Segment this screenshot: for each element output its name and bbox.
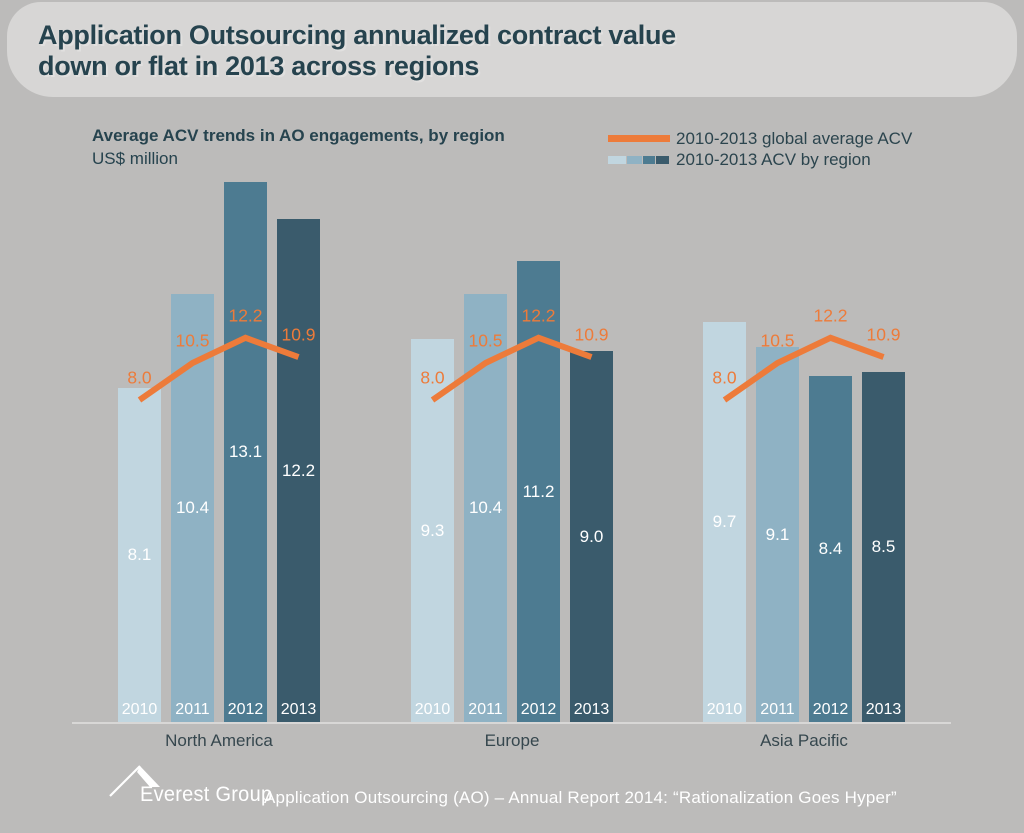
line-value-label: 10.5 — [760, 330, 795, 351]
chart-unit-label: US$ million — [92, 149, 178, 168]
legend-line-swatch-icon — [608, 135, 670, 142]
legend: 2010-2013 global average ACV 2010-2013 A… — [608, 128, 912, 170]
legend-label-acv-by-region: 2010-2013 ACV by region — [676, 149, 871, 169]
bar-year-label: 2011 — [468, 701, 503, 718]
bar-year-label: 2013 — [573, 701, 610, 718]
bar-value-label: 8.4 — [818, 539, 843, 558]
bar-year-label: 2013 — [865, 701, 902, 718]
bar-year-label: 2013 — [280, 701, 317, 718]
page-title-line-1: Application Outsourcing annualized contr… — [38, 20, 676, 50]
bar-value-label: 12.2 — [281, 460, 316, 480]
legend-bar-segment — [656, 155, 669, 164]
bar-value-label: 10.4 — [468, 498, 503, 517]
legend-row-acv-by-region: 2010-2013 ACV by region — [608, 149, 912, 170]
bar-year-label: 2012 — [227, 701, 264, 718]
bar-value-label: 9.7 — [712, 512, 737, 531]
line-value-label: 10.5 — [175, 330, 210, 351]
bar-value-label: 8.1 — [127, 545, 152, 564]
bar-value-label: 13.1 — [228, 442, 263, 461]
bar-value-label: 9.1 — [765, 524, 790, 544]
bar-europe-2011: 10.4 2011 — [464, 294, 507, 722]
bar-asia-pacific-2011: 9.1 2011 — [756, 347, 799, 722]
legend-bar-segment — [627, 155, 642, 164]
title-banner: Application Outsourcing annualized contr… — [7, 2, 1017, 97]
bar-year-label: 2010 — [414, 701, 451, 718]
bar-year-label: 2010 — [706, 701, 743, 718]
region-label: Asia Pacific — [760, 731, 848, 750]
legend-bar-segment — [608, 155, 626, 164]
bar-value-label: 11.2 — [522, 481, 555, 501]
bar-north-america-2011: 10.4 2011 — [171, 294, 214, 722]
line-value-label: 10.5 — [468, 330, 503, 351]
footer-report-title: Application Outsourcing (AO) – Annual Re… — [264, 788, 897, 807]
bar-value-label: 10.4 — [175, 498, 210, 517]
global-average-line-segment — [137, 334, 300, 403]
line-value-label: 10.9 — [866, 324, 901, 345]
bar-europe-2012: 11.2 2012 — [517, 261, 560, 722]
bar-north-america-2010: 8.1 2010 — [118, 388, 161, 722]
line-value-label: 8.0 — [420, 367, 445, 388]
everest-logo-icon — [109, 765, 160, 797]
bar-year-label: 2012 — [520, 701, 557, 718]
bar-asia-pacific-2012: 8.4 2012 — [809, 376, 852, 722]
legend-bar-segment — [643, 155, 655, 164]
bar-value-label: 8.5 — [871, 537, 896, 556]
bar-europe-2010: 9.3 2010 — [411, 339, 454, 722]
line-value-label: 10.9 — [281, 324, 316, 345]
global-average-line-segment — [430, 334, 593, 403]
line-value-label: 12.2 — [228, 305, 263, 326]
line-value-label: 12.2 — [521, 305, 556, 326]
bar-value-label: 9.3 — [420, 520, 445, 540]
legend-bars-swatch-icon — [608, 155, 670, 164]
line-value-label: 10.9 — [574, 324, 609, 345]
page-title-line-2: down or flat in 2013 across regions — [38, 51, 480, 81]
legend-label-global-average: 2010-2013 global average ACV — [676, 128, 913, 148]
x-axis-line — [72, 722, 951, 724]
line-value-label: 8.0 — [712, 367, 737, 388]
legend-row-global-average: 2010-2013 global average ACV — [608, 128, 912, 149]
line-value-label: 8.0 — [127, 367, 152, 388]
region-label: Europe — [484, 731, 540, 750]
everest-group-logo-text: Everest Group — [140, 783, 273, 806]
region-label: North America — [165, 731, 273, 750]
chart-title-block: Average ACV trends in AO engagements, by… — [92, 126, 505, 169]
bar-year-label: 2010 — [121, 701, 158, 718]
global-average-line-segment — [722, 334, 885, 403]
chart-title: Average ACV trends in AO engagements, by… — [92, 126, 505, 145]
bar-year-label: 2012 — [812, 701, 849, 718]
bar-europe-2013: 9.0 2013 — [570, 351, 613, 722]
bar-value-label: 9.0 — [579, 526, 604, 546]
bar-asia-pacific-2013: 8.5 2013 — [862, 372, 905, 722]
page-title: Application Outsourcing annualized contr… — [38, 20, 676, 82]
bar-north-america-2012: 13.1 2012 — [224, 182, 267, 722]
line-value-label: 12.2 — [813, 305, 848, 326]
bar-north-america-2013: 12.2 2013 — [277, 219, 320, 722]
bar-year-label: 2011 — [760, 701, 795, 718]
bar-year-label: 2011 — [175, 701, 210, 718]
